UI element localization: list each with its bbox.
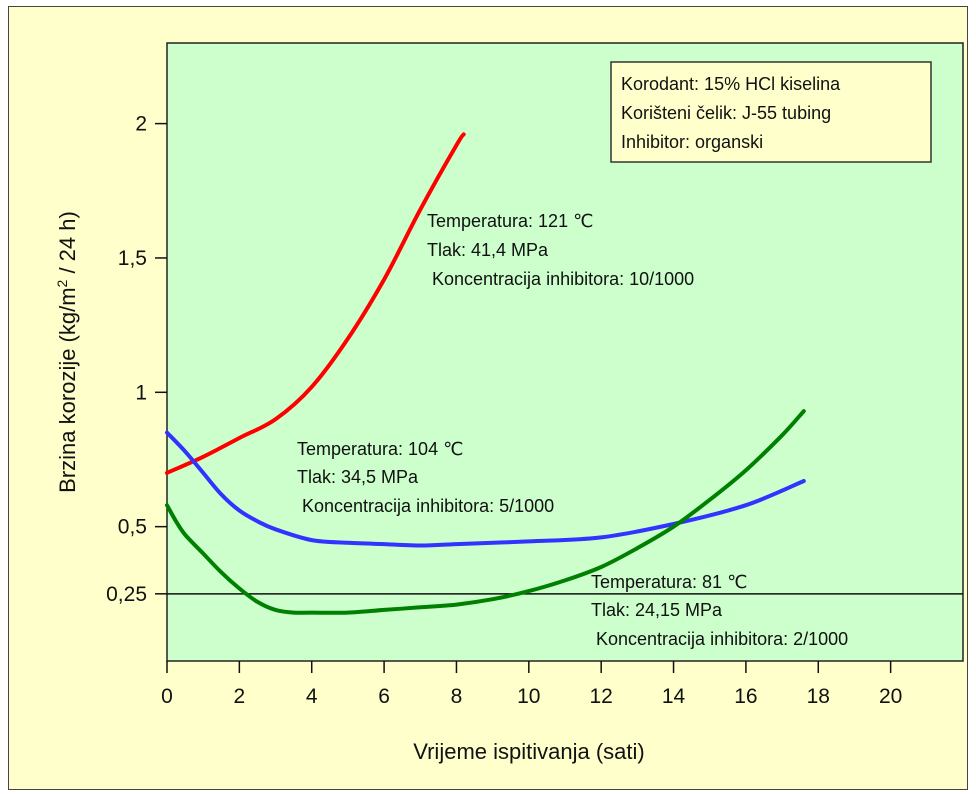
green-annotation-pressure: Tlak: 24,15 MPa [591,600,723,620]
y-tick-label: 1,5 [118,247,147,270]
series-group [165,132,806,615]
red-annotation-concentration: Koncentracija inhibitora: 10/1000 [427,269,694,289]
info-line-corrodent: Korodant: 15% HCl kiselina [621,74,841,94]
blue-annotation-pressure: Tlak: 34,5 MPa [297,467,419,487]
info-line-steel: Korišteni čelik: J-55 tubing [621,103,831,123]
series-line-green [165,409,806,615]
chart-frame: 0 2 4 6 8 10 12 14 16 18 20 0,25 0,5 1 1,5 2 Vrijeme i… [8,6,968,790]
x-tick-label: 0 [161,685,173,708]
series-line-red [165,132,466,475]
series-line-blue [165,430,806,548]
y-tick-label: 0,25 [106,583,147,606]
x-tick-label: 18 [807,685,830,708]
blue-annotation-temperature: Temperatura: 104 ℃ [297,439,463,459]
x-tick-label: 6 [378,685,390,708]
y-tick-label: 2 [135,113,147,136]
info-line-inhibitor: Inhibitor: organski [621,132,763,152]
y-axis-title-prefix: Brzina korozije (kg/m [55,287,80,492]
annotation-red-series: Temperatura: 121 ℃ Tlak: 41,4 MPa Koncen… [427,211,694,289]
x-tick-label: 2 [234,685,246,708]
y-tick-label: 0,5 [118,516,147,539]
x-axis-title: Vrijeme ispitivanja (sati) [413,739,644,764]
corrosion-rate-chart: 0 2 4 6 8 10 12 14 16 18 20 0,25 0,5 1 1,5 2 Vrijeme i… [54,42,964,764]
y-axis: 0,25 0,5 1 1,5 2 [106,113,167,606]
x-tick-label: 20 [879,685,902,708]
annotation-blue-series: Temperatura: 104 ℃ Tlak: 34,5 MPa Koncen… [297,439,554,516]
red-annotation-temperature: Temperatura: 121 ℃ [427,211,593,231]
red-annotation-pressure: Tlak: 41,4 MPa [427,240,549,260]
green-annotation-concentration: Koncentracija inhibitora: 2/1000 [591,629,848,649]
x-tick-label: 14 [662,685,686,708]
x-axis: 0 2 4 6 8 10 12 14 16 18 20 [161,661,902,708]
x-tick-label: 4 [306,685,318,708]
x-tick-label: 16 [734,685,757,708]
x-tick-label: 12 [590,685,613,708]
x-tick-label: 8 [451,685,463,708]
y-axis-title-superscript: 2 [54,279,70,287]
info-box: Korodant: 15% HCl kiselina Korišteni čel… [610,61,932,163]
x-tick-label: 10 [517,685,540,708]
y-tick-label: 1 [135,381,147,404]
info-box-background [610,61,932,163]
annotation-green-series: Temperatura: 81 ℃ Tlak: 24,15 MPa Koncen… [591,572,848,649]
green-annotation-temperature: Temperatura: 81 ℃ [591,572,747,592]
blue-annotation-concentration: Koncentracija inhibitora: 5/1000 [297,496,554,516]
y-axis-title-suffix: / 24 h) [55,211,80,279]
y-axis-title: Brzina korozije (kg/m2 / 24 h) [54,211,80,493]
